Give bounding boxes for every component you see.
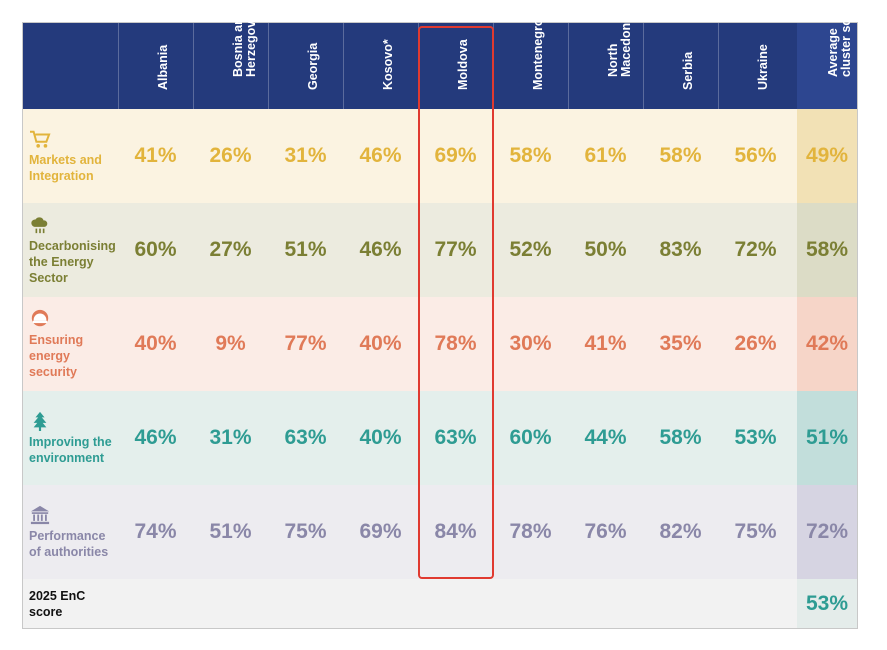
score-cell: 40%	[359, 426, 402, 449]
helmet-gear-icon	[29, 309, 51, 329]
score-cell: 46%	[359, 144, 402, 167]
total-score: 53%	[797, 579, 857, 628]
column-header-label: Moldova	[455, 39, 470, 90]
score-cell: 46%	[134, 426, 177, 449]
score-cell: 30%	[509, 332, 552, 355]
category-label: Ensuring energy security	[29, 332, 84, 379]
score-cell: 60%	[134, 238, 177, 261]
score-cell: 41%	[134, 144, 177, 167]
average-column-label: Average cluster score	[826, 0, 853, 77]
score-cell: 40%	[359, 332, 402, 355]
score-cell: 31%	[284, 144, 327, 167]
category-row: Performance of authorities 74% 51% 75% 69% 84…	[23, 485, 857, 579]
score-cell: 76%	[584, 520, 627, 543]
score-cell: 53%	[734, 426, 777, 449]
score-cell: 44%	[584, 426, 627, 449]
column-header-label: Albania	[155, 44, 170, 90]
average-score-cell: 72%	[797, 485, 857, 579]
score-cell: 75%	[734, 520, 777, 543]
score-cell: 83%	[659, 238, 702, 261]
score-cell: 58%	[659, 144, 702, 167]
header-row: Albania Bosnia and Herzegovina Georgia Koso…	[23, 0, 857, 109]
score-cell: 82%	[659, 520, 702, 543]
score-cell: 61%	[584, 144, 627, 167]
column-header-label: Ukraine	[755, 44, 770, 90]
cart-icon	[29, 129, 51, 149]
column-header-6: Montenegro	[493, 18, 569, 109]
score-cell: 51%	[284, 238, 327, 261]
column-header-7: North Macedonia	[568, 12, 644, 109]
score-cell: 31%	[209, 426, 252, 449]
score-cell: 77%	[434, 238, 477, 261]
average-column-header: Average cluster score	[797, 0, 857, 109]
score-cell: 26%	[209, 144, 252, 167]
score-cell: 58%	[509, 144, 552, 167]
score-cell: 60%	[509, 426, 552, 449]
category-row: Improving the environment 46% 31% 63% 40% 63%…	[23, 391, 857, 485]
column-header-label: Bosnia and Herzegovina	[230, 2, 258, 77]
score-cell: 69%	[434, 144, 477, 167]
score-cell: 50%	[584, 238, 627, 261]
category-row: Ensuring energy security 40% 9% 77% 40% 78% 30…	[23, 297, 857, 391]
score-cell: 51%	[209, 520, 252, 543]
average-score-cell: 49%	[797, 109, 857, 203]
average-score-cell: 42%	[797, 297, 857, 391]
column-header-8: Serbia	[643, 23, 719, 109]
category-label: Performance of authorities	[29, 528, 109, 559]
score-cell: 75%	[284, 520, 327, 543]
column-header-3: Georgia	[268, 23, 344, 109]
score-cell: 84%	[434, 520, 477, 543]
column-header-label: North Macedonia	[605, 12, 633, 77]
column-header-label: Kosovo*	[380, 39, 395, 90]
column-header-label: Montenegro	[530, 18, 545, 90]
score-cell: 58%	[659, 426, 702, 449]
column-header-5: Moldova	[418, 23, 494, 109]
score-cell: 46%	[359, 238, 402, 261]
score-cell: 56%	[734, 144, 777, 167]
score-cell: 77%	[284, 332, 327, 355]
category-label: Decarbonising the Energy Sector	[29, 238, 116, 285]
column-header-2: Bosnia and Herzegovina	[193, 3, 269, 109]
score-cell: 27%	[209, 238, 252, 261]
column-header-label: Georgia	[305, 42, 320, 90]
column-header-4: Kosovo*	[343, 23, 419, 109]
score-cell: 72%	[734, 238, 777, 261]
score-cell: 74%	[134, 520, 177, 543]
institution-icon	[29, 505, 51, 525]
score-cell: 63%	[284, 426, 327, 449]
score-cell: 78%	[509, 520, 552, 543]
tree-icon	[29, 411, 51, 431]
total-row: 2025 EnC score 53%	[23, 579, 857, 628]
column-header-label: Serbia	[680, 51, 695, 90]
co2-cloud-icon	[29, 215, 51, 235]
score-cell: 9%	[215, 332, 246, 355]
scorecard-table: Albania Bosnia and Herzegovina Georgia Koso…	[22, 0, 858, 629]
average-score-cell: 51%	[797, 391, 857, 485]
column-header-9: Ukraine	[718, 23, 794, 109]
score-cell: 52%	[509, 238, 552, 261]
category-row: Markets and Integration 41% 26% 31% 46% 69% 58…	[23, 109, 857, 203]
score-cell: 69%	[359, 520, 402, 543]
average-score-cell: 58%	[797, 203, 857, 297]
score-cell: 35%	[659, 332, 702, 355]
category-label: Markets and Integration	[29, 152, 102, 183]
score-cell: 40%	[134, 332, 177, 355]
score-cell: 63%	[434, 426, 477, 449]
score-cell: 78%	[434, 332, 477, 355]
score-cell: 26%	[734, 332, 777, 355]
category-row: Decarbonising the Energy Sector 60% 27% 51%…	[23, 203, 857, 297]
column-header-1: Albania	[118, 23, 194, 109]
total-label: 2025 EnC score	[29, 588, 86, 619]
category-label: Improving the environment	[29, 434, 112, 465]
score-cell: 41%	[584, 332, 627, 355]
